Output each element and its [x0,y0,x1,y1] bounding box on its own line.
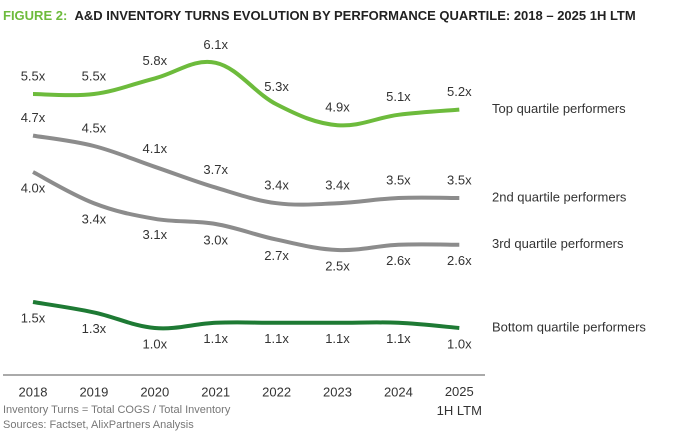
value-label: 4.1x [143,141,168,156]
value-label: 1.1x [203,331,228,346]
value-label: 5.2x [447,84,472,99]
x-tick-label: 2024 [384,384,413,399]
value-label: 5.1x [386,89,411,104]
x-tick-label: 2025 1H LTM [437,384,482,418]
value-label: 1.1x [325,331,350,346]
value-label: 6.1x [203,37,228,52]
value-label: 3.5x [447,172,472,187]
value-label: 1.0x [143,336,168,351]
value-label: 4.9x [325,100,350,115]
legend-label: Bottom quartile performers [492,319,646,334]
legend-label: Top quartile performers [492,101,626,116]
note: Sources: Factset, AlixPartners Analysis [3,419,194,431]
series-line [32,133,460,207]
value-label: 4.5x [82,120,107,135]
value-label: 5.5x [21,68,46,83]
value-label: 3.4x [82,212,107,227]
value-label: 2.6x [447,253,472,268]
value-label: 5.3x [264,79,289,94]
note: Inventory Turns = Total COGS / Total Inv… [3,404,231,416]
x-tick-label: 2018 [19,384,48,399]
value-label: 5.8x [143,53,168,68]
value-label: 2.7x [264,248,289,263]
value-label: 3.7x [203,162,228,177]
series-line [32,170,460,253]
chart-title: FIGURE 2: A&D INVENTORY TURNS EVOLUTION … [3,8,636,23]
title-label: FIGURE 2: [3,8,67,23]
value-label: 3.1x [143,227,168,242]
value-label: 2.6x [386,253,411,268]
value-label: 4.7x [21,110,46,125]
value-label: 3.5x [386,172,411,187]
value-label: 3.4x [264,178,289,193]
value-label: 3.0x [203,232,228,247]
value-label: 1.3x [82,321,107,336]
title-text: A&D INVENTORY TURNS EVOLUTION BY PERFORM… [74,8,635,23]
value-label: 1.1x [264,331,289,346]
x-tick-label: 2019 [79,384,108,399]
value-label: 1.5x [21,310,46,325]
x-tick-label: 2023 [323,384,352,399]
value-label: 4.0x [21,180,46,195]
value-label: 1.0x [447,336,472,351]
series-line [32,59,460,128]
legend-label: 3rd quartile performers [492,236,624,251]
x-tick-label: 2022 [262,384,291,399]
x-tick-label: 2021 [201,384,230,399]
value-label: 5.5x [82,68,107,83]
legend-label: 2nd quartile performers [492,189,627,204]
value-label: 2.5x [325,258,350,273]
x-tick-label: 2020 [140,384,169,399]
series-line [32,300,460,331]
value-label: 3.4x [325,178,350,193]
value-label: 1.1x [386,331,411,346]
